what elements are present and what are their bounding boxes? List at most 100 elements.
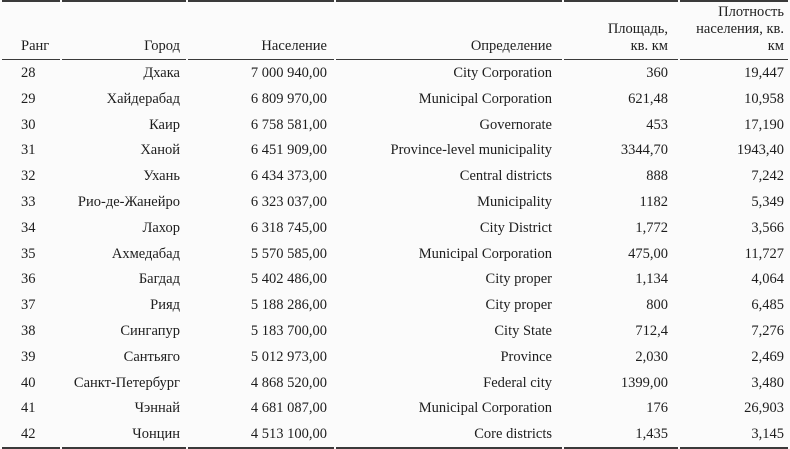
table-row: 39 Сантьяго 5 012 973,00 Province 2,030 2,469 [2, 344, 788, 370]
cell-density: 10,958 [744, 90, 784, 107]
cell-area: 888 [646, 168, 668, 185]
cell-density: 1943,40 [736, 142, 784, 159]
table-row: 33 Рио-де-Жанейро 6 323 037,00 Municipality… [2, 189, 788, 215]
cell-density: 7,242 [751, 168, 784, 185]
cell-rank: 28 [21, 64, 36, 81]
cell-city: Рияд [150, 297, 180, 314]
table-row: 32 Ухань 6 434 373,00 Central districts 888 7… [2, 164, 788, 190]
table-body: 28 Дхака 7 000 940,00 City Corporation 360 19… [2, 60, 788, 449]
cell-density: 11,727 [744, 245, 784, 262]
cell-definition: Central districts [459, 168, 552, 185]
cell-population: 4 681 087,00 [250, 400, 327, 417]
cell-definition: City proper [485, 271, 552, 288]
cell-population: 6 758 581,00 [250, 116, 327, 133]
col-header-rank: Ранг [2, 0, 60, 61]
cell-rank: 36 [21, 271, 36, 288]
cell-definition: City Corporation [453, 64, 552, 81]
cell-density: 7,276 [751, 322, 784, 339]
cell-city: Каир [149, 116, 180, 133]
table-row: 30 Каир 6 758 581,00 Governorate 453 17,190 [2, 112, 788, 138]
cell-rank: 35 [21, 245, 36, 262]
table-row: 36 Багдад 5 402 486,00 City proper 1,134 4,06… [2, 267, 788, 293]
cell-city: Ханой [140, 142, 180, 159]
table-header: Ранг Город Население Определение Площадь… [2, 0, 788, 61]
cell-area: 453 [646, 116, 668, 133]
cell-population: 6 451 909,00 [250, 142, 327, 159]
cell-rank: 34 [21, 219, 36, 236]
table-row: 34 Лахор 6 318 745,00 City District 1,772 3,5… [2, 215, 788, 241]
cell-area: 2,030 [635, 348, 668, 365]
cell-rank: 31 [21, 142, 36, 159]
col-header-area: Площадь, кв. км [564, 0, 678, 61]
table-row: 35 Ахмедабад 5 570 585,00 Municipal Corpora… [2, 241, 788, 267]
cell-area: 1,435 [564, 421, 678, 449]
cell-area: 475,00 [628, 245, 668, 262]
cell-area: 360 [646, 64, 668, 81]
cell-area: 1,772 [635, 219, 668, 236]
table-row: 38 Сингапур 5 183 700,00 City State 712,4 7,2… [2, 318, 788, 344]
cell-population: 7 000 940,00 [250, 64, 327, 81]
cell-population: 5 402 486,00 [250, 271, 327, 288]
table-row: 31 Ханой 6 451 909,00 Province-level munici… [2, 138, 788, 164]
header-row: Ранг Город Население Определение Площадь… [2, 0, 788, 61]
cell-density: 2,469 [751, 348, 784, 365]
cell-definition: City proper [485, 297, 552, 314]
table-row: 29 Хайдерабад 6 809 970,00 Municipal Corpor… [2, 86, 788, 112]
cell-population: 6 434 373,00 [250, 168, 327, 185]
cell-rank: 42 [2, 421, 60, 449]
cell-population: 5 188 286,00 [250, 297, 327, 314]
cell-definition: Province [500, 348, 552, 365]
cell-population: 4 513 100,00 [188, 421, 334, 449]
cell-definition: Province-level municipality [390, 142, 552, 159]
cell-area: 176 [646, 400, 668, 417]
cell-city: Санкт-Петербург [73, 374, 180, 391]
cell-density: 5,349 [751, 193, 784, 210]
cell-density: 3,566 [751, 219, 784, 236]
cell-definition: Municipal Corporation [418, 400, 552, 417]
col-header-density: Плотность населения, кв. км [680, 0, 788, 61]
cell-density: 4,064 [751, 271, 784, 288]
cell-definition: Federal city [483, 374, 552, 391]
col-header-city: Город [62, 0, 186, 61]
cell-city: Сингапур [120, 322, 180, 339]
cell-rank: 30 [21, 116, 36, 133]
cell-city: Сантьяго [123, 348, 180, 365]
cell-density: 17,190 [744, 116, 784, 133]
table-row: 41 Чэннай 4 681 087,00 Municipal Corporatio… [2, 396, 788, 422]
table-row: 42 Чонцин 4 513 100,00 Core districts 1,435 3… [2, 421, 788, 449]
cell-rank: 41 [21, 400, 36, 417]
cell-city: Ухань [143, 168, 180, 185]
cell-definition: City District [479, 219, 552, 236]
cell-density: 6,485 [751, 297, 784, 314]
table-row: 40 Санкт-Петербург 4 868 520,00 Federal cit… [2, 370, 788, 396]
cell-density: 3,480 [751, 374, 784, 391]
cell-city: Чэннай [134, 400, 180, 417]
cell-rank: 29 [21, 90, 36, 107]
cell-city: Хайдерабад [106, 90, 180, 107]
cell-rank: 33 [21, 193, 36, 210]
cell-area: 1182 [639, 193, 668, 210]
cell-city: Лахор [142, 219, 180, 236]
cell-definition: City State [494, 322, 552, 339]
cell-density: 26,903 [744, 400, 784, 417]
cell-density: 19,447 [744, 64, 784, 81]
cell-rank: 38 [21, 322, 36, 339]
cell-area: 712,4 [635, 322, 668, 339]
cell-population: 6 809 970,00 [250, 90, 327, 107]
cell-area: 3344,70 [620, 142, 668, 159]
cell-population: 5 012 973,00 [250, 348, 327, 365]
cell-rank: 37 [21, 297, 36, 314]
cell-definition: Core districts [336, 421, 562, 449]
col-header-definition: Определение [336, 0, 562, 61]
cell-area: 800 [646, 297, 668, 314]
cell-area: 1399,00 [620, 374, 668, 391]
table-row: 37 Рияд 5 188 286,00 City proper 800 6,485 [2, 293, 788, 319]
cell-definition: Municipal Corporation [418, 90, 552, 107]
cell-area: 1,134 [635, 271, 668, 288]
cell-population: 6 323 037,00 [250, 193, 327, 210]
cell-definition: Governorate [479, 116, 552, 133]
cell-rank: 39 [21, 348, 36, 365]
cell-population: 6 318 745,00 [250, 219, 327, 236]
